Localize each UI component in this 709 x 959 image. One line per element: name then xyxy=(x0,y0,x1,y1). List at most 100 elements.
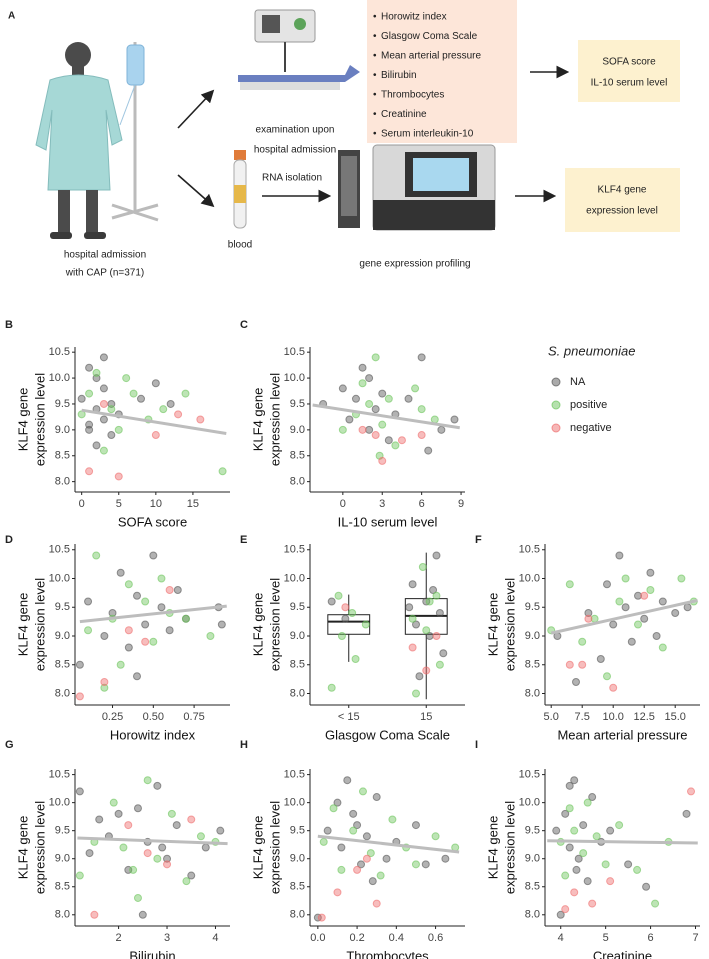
point xyxy=(85,363,94,372)
y-tick-label: 9.0 xyxy=(290,853,305,865)
point xyxy=(327,683,336,692)
y-tick-label: 8.5 xyxy=(290,881,305,893)
point xyxy=(141,637,150,646)
point xyxy=(415,672,424,681)
legend-marker xyxy=(551,377,561,387)
y-tick-label: 10.0 xyxy=(49,372,70,384)
point xyxy=(418,563,427,571)
point xyxy=(658,597,667,606)
x-tick-label: 6 xyxy=(419,498,425,510)
point xyxy=(651,899,660,908)
caption: hospital admission xyxy=(254,145,336,156)
point xyxy=(408,643,417,652)
point xyxy=(570,826,579,835)
point xyxy=(129,389,138,398)
point xyxy=(172,821,181,830)
point xyxy=(133,591,141,600)
point xyxy=(565,843,574,852)
y-axis-title: expression level xyxy=(502,801,517,894)
y-tick-label: 10.5 xyxy=(49,769,70,781)
point xyxy=(100,632,109,640)
point xyxy=(671,609,680,617)
point xyxy=(411,821,420,830)
outcome-box xyxy=(565,168,680,232)
point xyxy=(411,860,420,869)
y-tick-label: 10.0 xyxy=(49,797,70,809)
point xyxy=(167,809,176,818)
point xyxy=(422,626,431,635)
trend-line xyxy=(550,598,698,635)
point xyxy=(107,431,116,440)
point xyxy=(584,609,593,617)
x-tick-label: 0.6 xyxy=(428,932,443,944)
x-axis-title: Horowitz index xyxy=(110,727,196,742)
y-axis-title: expression level xyxy=(32,578,47,671)
point xyxy=(588,899,597,908)
y-tick-label: 9.5 xyxy=(525,825,540,837)
point xyxy=(592,832,601,841)
x-axis-title: Thrombocytes xyxy=(346,948,429,959)
point xyxy=(114,472,123,481)
y-axis-title: KLF4 gene xyxy=(15,388,30,452)
point xyxy=(122,374,131,383)
point xyxy=(437,425,446,434)
point xyxy=(609,620,618,629)
y-tick-label: 9.0 xyxy=(290,424,305,436)
point xyxy=(601,860,610,869)
point xyxy=(365,425,374,434)
bullet: • xyxy=(373,12,377,23)
x-tick-label: 0.25 xyxy=(102,711,123,723)
point xyxy=(570,888,579,897)
caption: hospital admission xyxy=(64,250,146,261)
point xyxy=(422,666,431,675)
panel-label: G xyxy=(5,739,14,751)
point xyxy=(658,643,667,652)
point xyxy=(561,809,570,818)
point xyxy=(100,683,109,692)
point xyxy=(439,649,448,658)
y-axis-title: expression level xyxy=(267,373,282,466)
point xyxy=(584,614,593,623)
point xyxy=(596,655,605,663)
point xyxy=(384,436,393,445)
point xyxy=(327,597,336,606)
point xyxy=(99,353,108,362)
y-tick-label: 8.0 xyxy=(55,909,70,921)
point xyxy=(408,614,417,623)
x-tick-label: 15 xyxy=(420,711,432,723)
point xyxy=(157,574,166,583)
point xyxy=(196,415,205,424)
point xyxy=(358,425,367,434)
point xyxy=(95,815,104,824)
x-tick-label: < 15 xyxy=(338,711,360,723)
point xyxy=(572,678,580,686)
x-tick-label: 5 xyxy=(116,498,122,510)
y-tick-label: 10.0 xyxy=(519,572,540,584)
point xyxy=(348,609,357,617)
point xyxy=(552,826,561,835)
point xyxy=(124,580,133,589)
point xyxy=(345,415,354,424)
point xyxy=(153,781,162,790)
point xyxy=(621,603,630,612)
point xyxy=(431,832,440,841)
point xyxy=(404,394,413,403)
x-axis-title: SOFA score xyxy=(118,514,187,529)
point xyxy=(357,860,366,869)
point xyxy=(151,379,160,388)
arrow xyxy=(177,89,215,129)
point xyxy=(149,551,158,560)
point xyxy=(358,787,367,796)
point xyxy=(603,580,611,589)
point xyxy=(435,609,444,617)
x-tick-label: 10.0 xyxy=(602,711,623,723)
x-tick-label: 15 xyxy=(187,498,199,510)
point xyxy=(114,425,123,434)
bullet: • xyxy=(373,51,377,62)
point xyxy=(365,399,374,408)
point xyxy=(163,854,172,863)
y-tick-label: 8.0 xyxy=(290,909,305,921)
point xyxy=(133,672,141,681)
point xyxy=(615,821,624,830)
y-tick-label: 10.5 xyxy=(49,346,70,358)
